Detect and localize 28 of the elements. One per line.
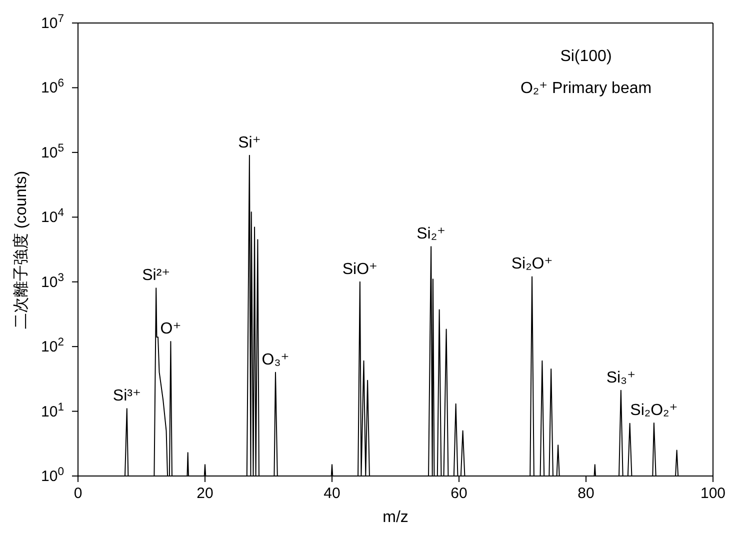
- annotation: Si₃⁺: [606, 369, 636, 386]
- y-axis-title: 二次離子強度 (counts): [12, 170, 31, 332]
- y-tick-label: 10$^{2}$: [41, 336, 64, 356]
- annotation: Si₂O₂⁺: [630, 402, 678, 419]
- annotation: Si²⁺: [142, 267, 170, 284]
- y-tick-label: 10$^{1}$: [41, 401, 64, 420]
- x-tick-label: 80: [578, 485, 594, 502]
- annotation: O₃⁺: [262, 351, 290, 368]
- annotation: O⁺: [160, 320, 182, 338]
- annotation: Si(100): [559, 48, 613, 66]
- y-tick-label: 10$^{4}$: [41, 207, 64, 226]
- y-tick-label: 10$^{5}$: [41, 142, 64, 162]
- annotation: Si₂O⁺: [511, 256, 553, 273]
- y-tick-label: 10$^{7}$: [41, 13, 64, 32]
- annotation: Si³⁺: [112, 388, 141, 405]
- x-tick-label: 60: [450, 485, 468, 502]
- x-tick-label: 20: [196, 485, 214, 502]
- x-tick-label: 100: [700, 485, 726, 502]
- annotation: O₂⁺ Primary beam: [519, 79, 653, 98]
- annotation: SiO⁺: [342, 260, 378, 278]
- x-tick-label: 0: [74, 485, 82, 502]
- x-tick-label: 40: [324, 485, 340, 502]
- annotation: Si⁺: [238, 134, 261, 152]
- annotation: Si₂⁺: [416, 226, 446, 243]
- y-tick-label: 10$^{3}$: [41, 272, 64, 291]
- y-tick-label: 10$^{0}$: [41, 466, 64, 485]
- y-tick-label: 10$^{6}$: [41, 78, 64, 97]
- x-axis-title: m/z: [382, 509, 408, 526]
